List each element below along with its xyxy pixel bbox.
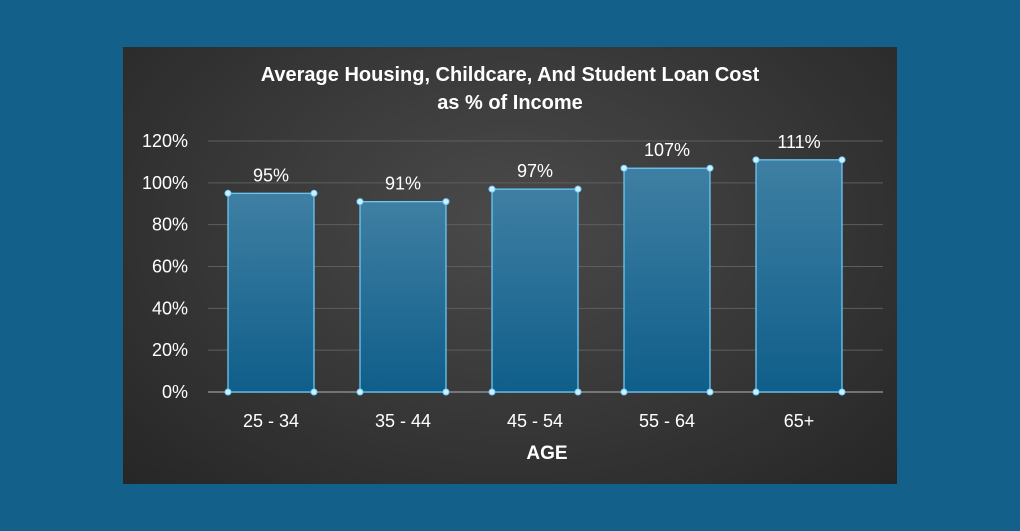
bar-corner-marker xyxy=(310,388,318,396)
bar-corner-marker xyxy=(488,185,496,193)
x-axis-title: AGE xyxy=(526,443,567,464)
bar-corner-marker xyxy=(838,156,846,164)
bar-corner-marker xyxy=(310,189,318,197)
bar-corner-marker xyxy=(224,189,232,197)
y-axis: 0% 20% 40% 60% 80% 100% 120% xyxy=(142,131,188,402)
bar-corner-marker xyxy=(356,388,364,396)
bar-group: 107% xyxy=(620,140,714,396)
bar xyxy=(755,159,843,393)
data-label: 97% xyxy=(517,161,553,181)
y-tick-label: 120% xyxy=(142,131,188,151)
bar-group: 97% xyxy=(488,161,582,396)
bars: 95% 91% 97% 107% 111% xyxy=(224,132,846,396)
bar-corner-marker xyxy=(442,198,450,206)
x-tick-label: 25 - 34 xyxy=(243,411,299,431)
chart-subtitle: as % of Income xyxy=(437,92,583,114)
data-label: 107% xyxy=(644,140,690,160)
bar xyxy=(359,201,447,393)
x-tick-label: 35 - 44 xyxy=(375,411,431,431)
bar-group: 91% xyxy=(356,174,450,396)
y-tick-label: 60% xyxy=(152,257,188,277)
y-tick-label: 40% xyxy=(152,298,188,318)
chart-title: Average Housing, Childcare, And Student … xyxy=(261,64,760,86)
bar-group: 95% xyxy=(224,165,318,396)
bar-chart: Average Housing, Childcare, And Student … xyxy=(142,64,883,464)
data-label: 95% xyxy=(253,165,289,185)
bar-corner-marker xyxy=(752,388,760,396)
bar-corner-marker xyxy=(620,388,628,396)
bar-corner-marker xyxy=(838,388,846,396)
bar-corner-marker xyxy=(752,156,760,164)
bar-corner-marker xyxy=(574,388,582,396)
x-tick-label: 45 - 54 xyxy=(507,411,563,431)
bar-corner-marker xyxy=(356,198,364,206)
bar xyxy=(623,167,711,393)
bar-corner-marker xyxy=(574,185,582,193)
bar-corner-marker xyxy=(224,388,232,396)
bar-corner-marker xyxy=(442,388,450,396)
y-tick-label: 80% xyxy=(152,215,188,235)
bar xyxy=(491,188,579,393)
data-label: 111% xyxy=(777,132,820,152)
x-axis: 25 - 34 35 - 44 45 - 54 55 - 64 65+ xyxy=(243,411,814,431)
bar-corner-marker xyxy=(620,164,628,172)
bar-corner-marker xyxy=(488,388,496,396)
bar-corner-marker xyxy=(706,388,714,396)
x-tick-label: 55 - 64 xyxy=(639,411,695,431)
y-tick-label: 20% xyxy=(152,340,188,360)
y-tick-label: 100% xyxy=(142,173,188,193)
x-tick-label: 65+ xyxy=(784,411,815,431)
bar-group: 111% xyxy=(752,132,846,396)
bar-corner-marker xyxy=(706,164,714,172)
chart-panel: Average Housing, Childcare, And Student … xyxy=(123,47,897,484)
data-label: 91% xyxy=(385,174,421,194)
bar xyxy=(227,192,315,393)
y-tick-label: 0% xyxy=(162,382,188,402)
